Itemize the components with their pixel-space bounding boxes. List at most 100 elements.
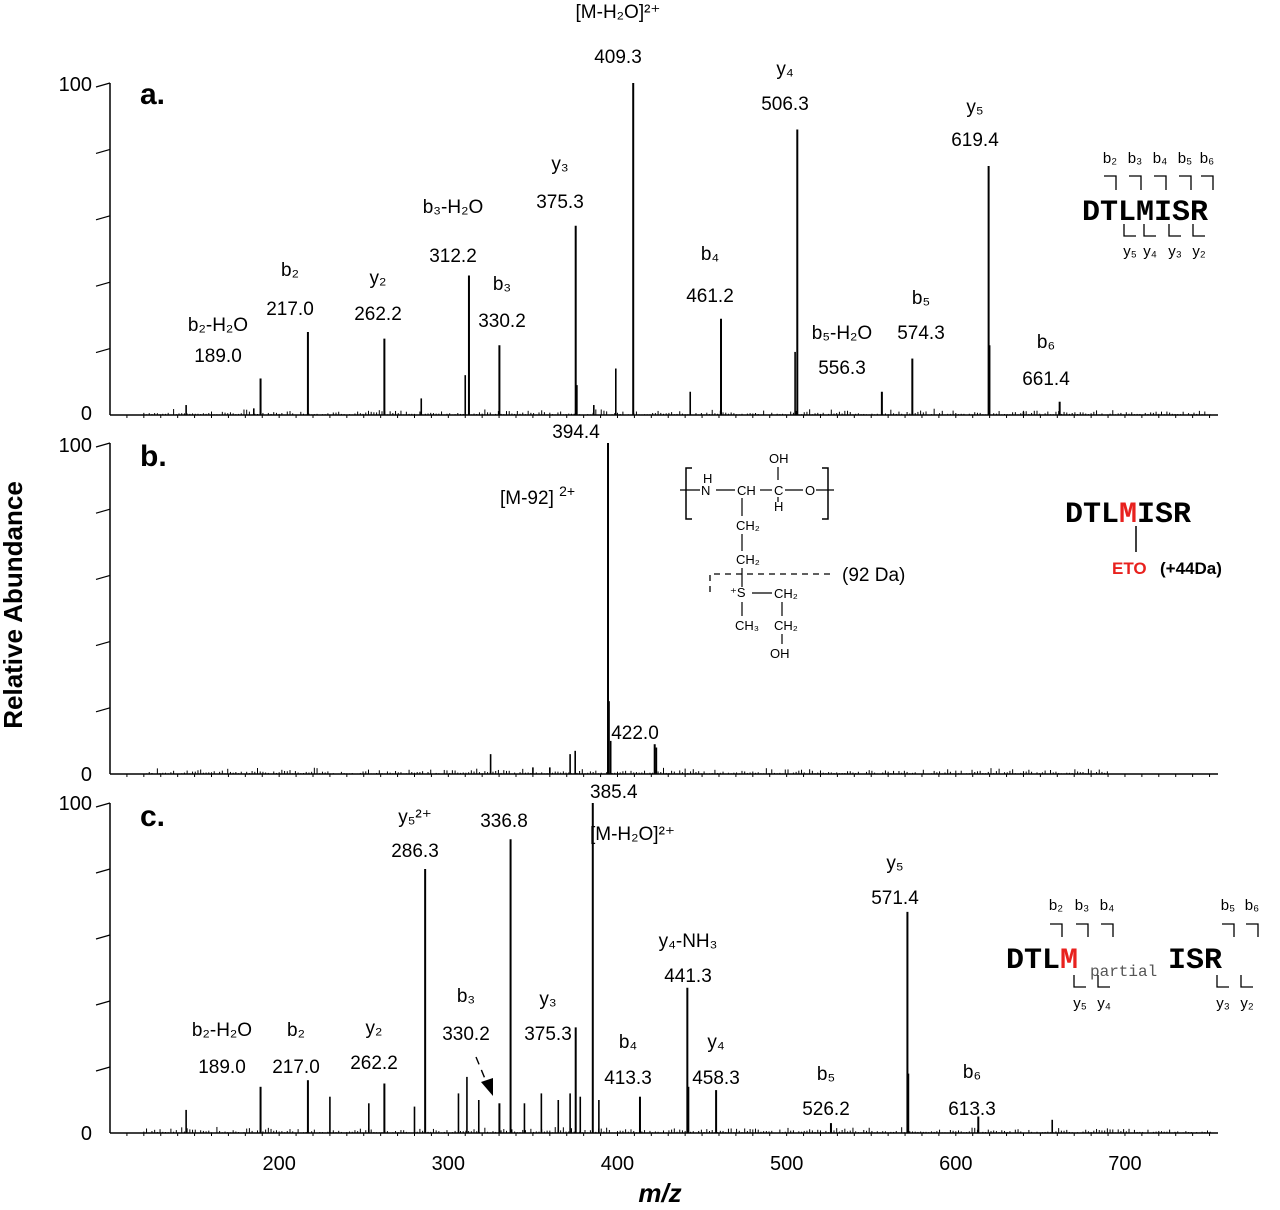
y-bracket [1143, 224, 1156, 237]
x-tick-label: 700 [1108, 1153, 1141, 1175]
sequence-b-post: ISR [1137, 498, 1191, 532]
y-tick [95, 1000, 111, 1006]
sequence-b-mod: M [1119, 498, 1137, 532]
x-axis-title: m/z [638, 1178, 681, 1208]
b-ion-label: b₂ [1049, 897, 1063, 914]
chem-ch2-4: CH₂ [774, 618, 798, 633]
y-tick [95, 148, 111, 154]
x-tick-label: 400 [601, 1153, 634, 1175]
panel-a: 0 100 a. b₂-H₂O 189.0 b₂ 217.0 y₂ 262.2 b₃-H₂O 312… [59, 2, 1218, 425]
y-tick [95, 348, 111, 354]
b-ion-label: b₄ [1153, 150, 1167, 167]
neutral-loss-label: (92 Da) [842, 565, 905, 586]
peak-label: 571.4 [871, 888, 919, 909]
peak-label: 375.3 [536, 192, 584, 213]
y-ion-label: y₅ [1123, 243, 1137, 260]
peak-label: b₃-H₂O [423, 197, 484, 218]
y-ion-label: y₄ [1097, 995, 1111, 1012]
y-tick [95, 802, 111, 808]
peak-label: 556.3 [818, 358, 866, 379]
peak-label: b₆ [1037, 332, 1055, 353]
sequence-c-post: ISR [1168, 944, 1222, 978]
b-ion-label: b₅ [1221, 897, 1235, 914]
x-tick-label: 200 [262, 1153, 295, 1175]
b-ion-label: b₆ [1200, 150, 1214, 167]
x-tick-labels: 200 300 400 500 600 700 [262, 1153, 1141, 1175]
y-bracket [1168, 224, 1181, 237]
peak-label: y₅ [966, 97, 983, 118]
b-bracket [1104, 175, 1117, 190]
y-ion-label: y₄ [1143, 243, 1157, 260]
y-ion-label: y₃ [1216, 995, 1230, 1012]
peak-label: 286.3 [391, 841, 439, 862]
y-ion-label: y₃ [1168, 243, 1182, 260]
eto-mass: (+44Da) [1160, 559, 1222, 578]
y-tick [95, 215, 111, 221]
b-bracket [1076, 923, 1089, 937]
b-ion-label: b₆ [1245, 897, 1259, 914]
b-bracket [1101, 923, 1114, 937]
peak-label: 661.4 [1022, 369, 1070, 390]
peak-label: b₃ [457, 986, 475, 1007]
sequence-c: DTLM [1006, 944, 1078, 978]
peak-label: 312.2 [429, 246, 477, 267]
b-ion-label: b₂ [1103, 150, 1117, 167]
loss-label: [M-92] 2+ [500, 483, 575, 509]
y-tick [95, 707, 111, 713]
peak-label: b₅ [817, 1064, 835, 1085]
chem-ch3: CH₃ [735, 618, 759, 633]
panel-label: b. [140, 440, 167, 473]
y-tick-label-0: 0 [81, 1123, 92, 1145]
x-tick-label: 500 [770, 1153, 803, 1175]
panel-label: c. [140, 800, 165, 833]
sequence-a: DTLMISR [1082, 196, 1208, 230]
chem-n: N [701, 483, 710, 498]
y-bracket [1073, 975, 1086, 988]
y-tick [95, 1066, 111, 1072]
peak-label: 385.4 [590, 782, 638, 803]
peak-label: 613.3 [948, 1099, 996, 1120]
peak-label: 336.8 [480, 811, 528, 832]
y-tick [95, 82, 111, 88]
y-tick-label-100: 100 [59, 793, 92, 815]
peak-label: 422.0 [611, 723, 659, 744]
y-tick-label-0: 0 [81, 403, 92, 425]
peak-label: b₅ [912, 288, 930, 309]
peak-label: 458.3 [692, 1068, 740, 1089]
b-ion-label: b₄ [1100, 897, 1114, 914]
y-tick [95, 641, 111, 647]
y-tick [95, 281, 111, 287]
peak-label: b₅-H₂O [812, 323, 872, 344]
peak-label: y₄ [776, 59, 794, 80]
chem-ch2-2: CH₂ [736, 552, 760, 567]
y-tick [95, 442, 111, 448]
loss-charge: 2+ [559, 483, 575, 499]
peak-label: 262.2 [350, 1053, 398, 1074]
y-bracket [1192, 224, 1205, 237]
chem-oh-top: OH [769, 451, 789, 466]
sequence-c-mod: M [1060, 944, 1078, 978]
peak-label: 217.0 [266, 299, 314, 320]
peak-label: 526.2 [802, 1099, 850, 1120]
panel-c: 0 100 c. b₂-H₂O 189.0 b₂ 217.0 y₂ 262.2 y₅²⁺ 286.3… [59, 782, 1218, 1145]
peak-label: [M-H₂O]²⁺ [576, 2, 661, 23]
y-tick [95, 934, 111, 940]
y-bracket [1097, 975, 1110, 988]
peak-label: b₆ [963, 1062, 981, 1083]
peak-label: 506.3 [761, 94, 809, 115]
peak-label: b₂-H₂O [188, 315, 248, 336]
peak-label: y₃ [551, 154, 568, 175]
panel-label: a. [140, 78, 165, 111]
y-ion-label: y₂ [1192, 243, 1206, 260]
peak-label: b₂ [281, 260, 299, 281]
fragment-brackets-c: b₂ b₃ b₄ b₅ b₆ y₅ y₄ y₃ y₂ [1049, 897, 1259, 1012]
b-bracket [1246, 923, 1259, 937]
peak-label: y₄-NH₃ [659, 931, 718, 952]
y-bracket [1123, 224, 1136, 237]
eto-structure: H N CH C OH H O CH₂ CH₂ ⁺S CH₂ CH₃ CH₂ O… [680, 451, 905, 661]
b3-arrow [475, 1056, 493, 1096]
chem-ch2-1: CH₂ [736, 518, 760, 533]
partial-label: partial [1090, 963, 1157, 981]
b-ion-label: b₃ [1128, 150, 1142, 167]
